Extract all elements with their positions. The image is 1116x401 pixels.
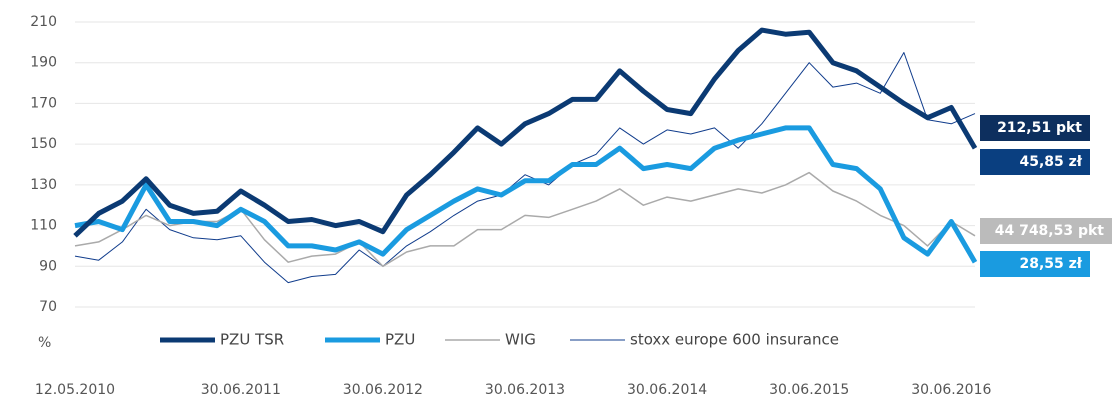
x-tick-label: 12.05.2010 [35,382,115,398]
end-label-box [980,251,1090,277]
legend-label: PZU TSR [220,331,284,349]
legend-label: WIG [505,331,536,349]
y-tick-label: 110 [30,218,57,234]
y-tick-label: 210 [30,14,57,30]
y-tick-label: 130 [30,177,57,193]
y-tick-label: 170 [30,95,57,111]
y-axis-label: % [38,335,51,351]
series-line [74,52,976,284]
end-label-box [980,149,1090,175]
x-tick-label: 30.06.2013 [485,382,565,398]
end-label-box [980,218,1112,244]
y-tick-label: 70 [39,299,57,315]
y-tick-label: 150 [30,136,57,152]
series-line [74,125,978,264]
end-label: 45,85 zł [1019,154,1082,170]
series-line [74,171,976,268]
series-line [73,27,978,238]
x-tick-label: 30.06.2012 [343,382,423,398]
end-label-box [980,115,1090,141]
end-label: 212,51 pkt [997,120,1082,136]
x-tick-label: 30.06.2014 [627,382,707,398]
x-tick-label: 30.06.2011 [201,382,281,398]
y-tick-label: 190 [30,55,57,71]
end-label: 28,55 zł [1019,256,1082,272]
x-tick-label: 30.06.2015 [769,382,849,398]
x-tick-label: 30.06.2016 [911,382,991,398]
end-label: 44 748,53 pkt [995,223,1105,239]
y-tick-label: 90 [39,258,57,274]
legend-label: PZU [385,331,415,349]
legend-label: stoxx europe 600 insurance [630,331,839,349]
